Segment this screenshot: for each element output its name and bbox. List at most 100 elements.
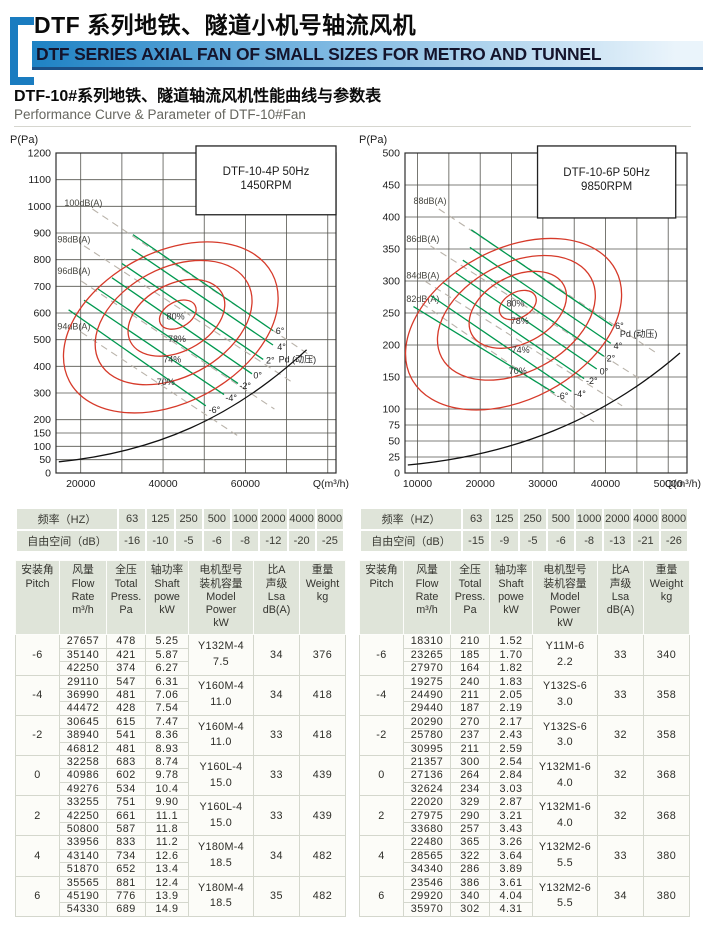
cell-weight: 358 <box>643 714 690 756</box>
cell-pitch: 6 <box>359 875 404 917</box>
cell-shaft: 1.82 <box>489 661 533 676</box>
svg-text:50: 50 <box>39 455 51 467</box>
freq-cell: -13 <box>602 529 633 554</box>
table-row: 34340 286 3.89 <box>360 862 690 877</box>
table-row: 32624 234 3.03 <box>360 781 690 797</box>
svg-text:300: 300 <box>382 276 400 288</box>
cell-motor: Y160L-4 15.0 <box>188 795 254 837</box>
frequency-row: 频率（HZ） 63 125 250 500 1000 2000 4000 8000 <box>359 507 690 532</box>
svg-text:0°: 0° <box>600 367 609 377</box>
cell-pitch: -6 <box>15 634 60 676</box>
cell-pitch: 0 <box>359 754 404 797</box>
cell-press: 257 <box>450 821 490 837</box>
freq-cell: -5 <box>173 529 204 554</box>
cell-flow: 20290 <box>403 714 451 730</box>
cell-shaft: 7.47 <box>145 714 189 730</box>
cell-motor: Y160M-4 11.0 <box>188 714 254 756</box>
table-row: -6 27657 478 5.25 Y132M-4 7.5 34 376 <box>15 634 346 676</box>
svg-text:250: 250 <box>382 308 400 320</box>
svg-text:-6°: -6° <box>209 405 221 415</box>
svg-text:4°: 4° <box>614 341 623 351</box>
table-row: 50800 587 11.8 <box>16 821 346 837</box>
cell-dba: 32 <box>597 754 644 797</box>
cell-press: 734 <box>106 848 146 864</box>
freq-cell: -9 <box>489 529 520 554</box>
svg-text:Pd (动压): Pd (动压) <box>620 329 658 339</box>
svg-text:100dB(A): 100dB(A) <box>64 198 102 208</box>
cell-shaft: 7.54 <box>145 701 189 716</box>
cell-shaft: 3.26 <box>489 835 533 850</box>
cell-dba: 32 <box>597 714 644 756</box>
cell-dba: 33 <box>597 674 644 716</box>
svg-text:1100: 1100 <box>28 175 51 187</box>
table-row: 29920 340 4.04 <box>360 889 690 904</box>
cell-flow: 22480 <box>403 835 451 850</box>
svg-text:150: 150 <box>33 428 51 440</box>
table-row: 45190 776 13.9 <box>16 889 346 904</box>
freq-cell: 63 <box>460 507 492 532</box>
free-field-row: 自由空间（dB） -16 -10 -5 -6 -8 -12 -20 -25 <box>15 529 346 554</box>
cell-weight: 358 <box>643 674 690 716</box>
cell-flow: 45190 <box>59 889 107 904</box>
cell-press: 481 <box>106 687 146 703</box>
svg-text:94dB(A): 94dB(A) <box>57 322 90 332</box>
freq-cell: 4000 <box>286 507 317 532</box>
cell-dba: 33 <box>253 754 300 797</box>
cell-weight: 340 <box>643 634 690 676</box>
table-row: 27975 290 3.21 <box>360 808 690 823</box>
svg-text:-2°: -2° <box>239 382 251 392</box>
column-left: 频率（HZ） 63 125 250 500 1000 2000 4000 8000 自由空间（dB… <box>15 507 346 917</box>
cell-pitch: 4 <box>359 835 404 877</box>
table-row: 6 23546 386 3.61 Y132M2-6 5.5 34 380 <box>359 875 690 917</box>
table-row: 6 35565 881 12.4 Y180M-4 18.5 35 482 <box>15 875 346 917</box>
page-header: DTF 系列地铁、隧道小机号轴流风机 DTF SERIES AXIAL FAN … <box>0 0 703 85</box>
cell-flow: 35140 <box>59 647 107 663</box>
cell-shaft: 2.19 <box>489 701 533 716</box>
table-row: 4 22480 365 3.26 Y132M2-6 5.5 33 380 <box>359 835 690 877</box>
svg-text:DTF-10-6P 50Hz: DTF-10-6P 50Hz <box>563 168 650 180</box>
freq-cell: -26 <box>658 529 690 554</box>
cell-motor: Y132M2-6 5.5 <box>532 835 598 877</box>
cell-motor: Y132S-6 3.0 <box>532 714 598 756</box>
param-header-dba: 比A 声级 Lsa dB(A) <box>253 560 300 636</box>
cell-press: 365 <box>450 835 490 850</box>
svg-text:25: 25 <box>388 452 400 464</box>
cell-dba: 34 <box>253 674 300 716</box>
freq-cell: 8000 <box>314 507 346 532</box>
svg-text:450: 450 <box>382 180 400 192</box>
freq-cell: -5 <box>517 529 548 554</box>
cell-press: 615 <box>106 714 146 730</box>
cell-press: 286 <box>450 862 490 877</box>
param-header-press: 全压 Total Press. Pa <box>106 560 146 636</box>
freq-cell: -6 <box>545 529 577 554</box>
cell-press: 534 <box>106 781 146 797</box>
svg-text:70%: 70% <box>157 377 175 387</box>
cell-shaft: 3.61 <box>489 875 533 891</box>
cell-flow: 23265 <box>403 647 451 663</box>
freq-cell: -6 <box>201 529 233 554</box>
param-header-flow: 风量 Flow Rate m³/h <box>403 560 451 636</box>
svg-text:-2°: -2° <box>586 376 598 386</box>
cell-weight: 368 <box>643 795 690 837</box>
svg-text:-4°: -4° <box>225 393 237 403</box>
cell-motor: Y180M-4 18.5 <box>188 875 254 917</box>
svg-text:82dB(A): 82dB(A) <box>406 294 439 304</box>
table-row: -2 30645 615 7.47 Y160M-4 11.0 33 418 <box>15 714 346 756</box>
cell-press: 661 <box>106 808 146 823</box>
cell-motor: Y11M-6 2.2 <box>532 634 598 676</box>
cell-shaft: 11.8 <box>145 821 189 837</box>
cell-flow: 27975 <box>403 808 451 823</box>
table-row: -4 19275 240 1.83 Y132S-6 3.0 33 358 <box>359 674 690 716</box>
cell-flow: 33255 <box>59 795 107 810</box>
table-row: 43140 734 12.6 <box>16 848 346 864</box>
freq-cell: 2000 <box>602 507 633 532</box>
cell-shaft: 3.21 <box>489 808 533 823</box>
cell-flow: 51870 <box>59 862 107 877</box>
cell-shaft: 13.4 <box>145 862 189 877</box>
svg-text:30000: 30000 <box>528 478 557 490</box>
cell-pitch: 2 <box>15 795 60 837</box>
section-title-cn: DTF-10#系列地铁、隧道轴流风机性能曲线与参数表 <box>14 88 382 106</box>
table-row: 30995 211 2.59 <box>360 741 690 756</box>
svg-text:70%: 70% <box>509 366 527 376</box>
svg-text:50000: 50000 <box>654 478 683 490</box>
